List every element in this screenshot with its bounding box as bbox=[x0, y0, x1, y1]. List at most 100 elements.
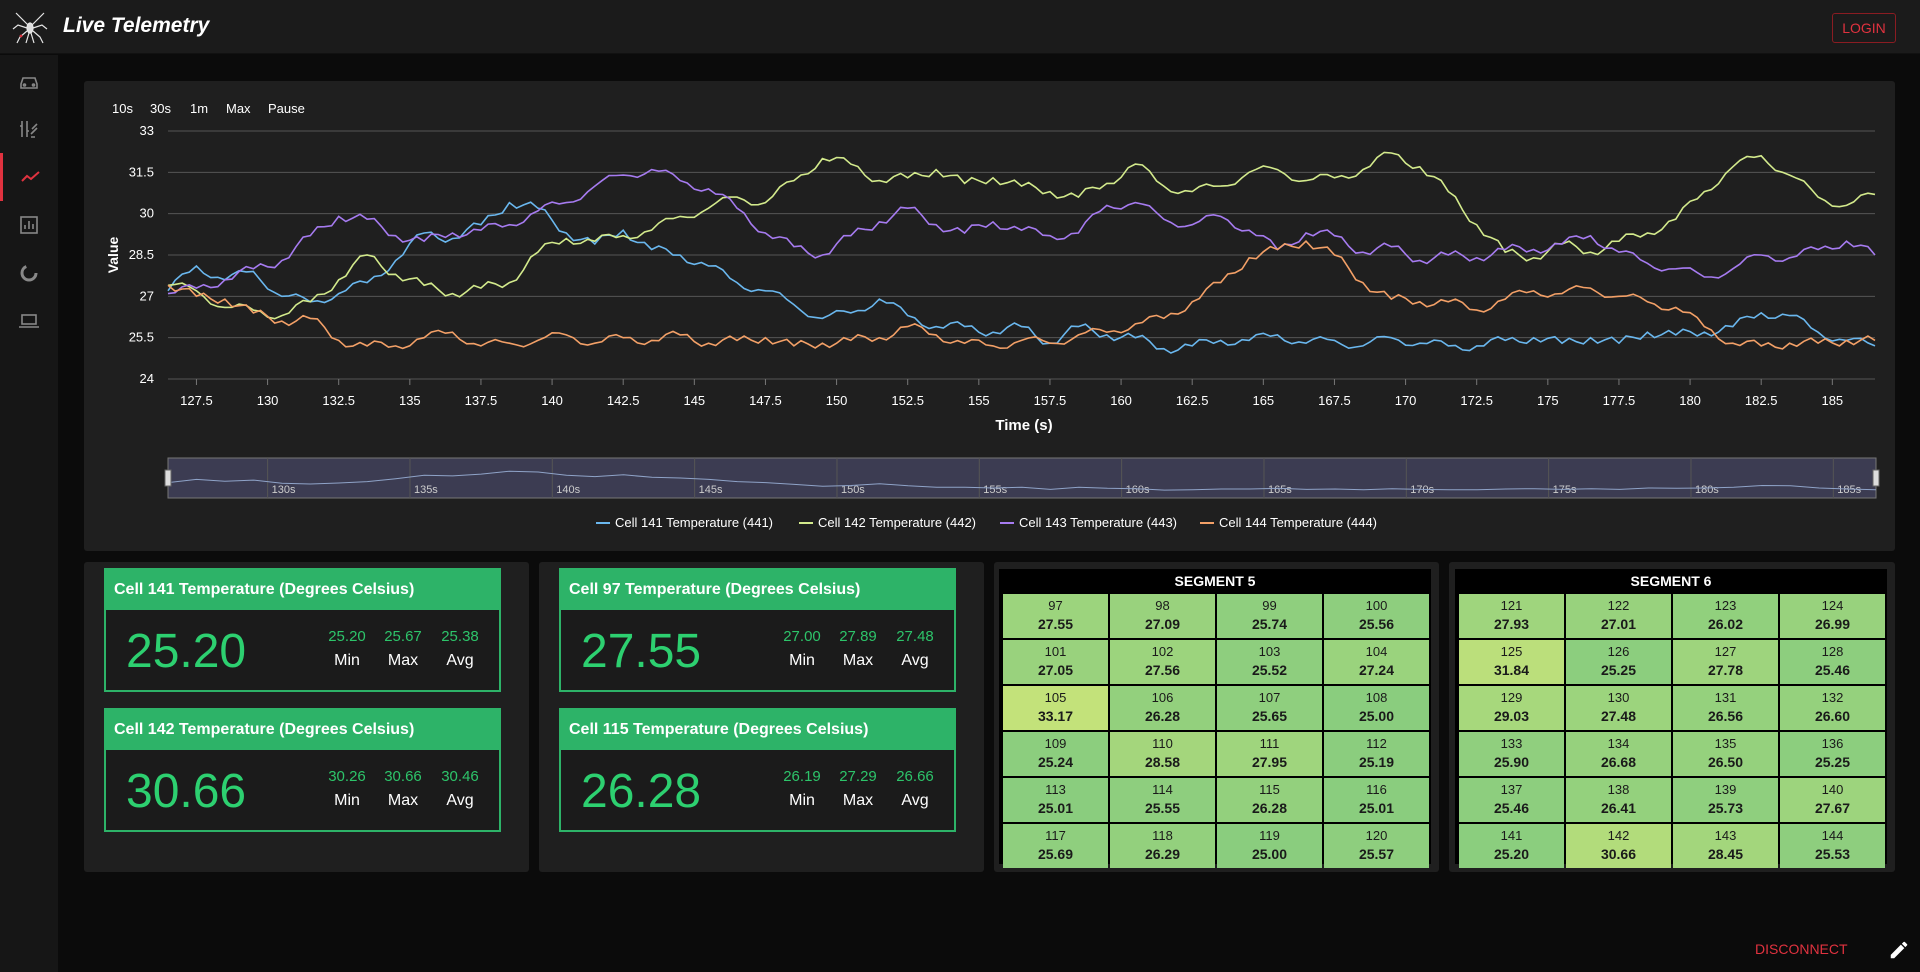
cell-tile[interactable]: 144 25.53 bbox=[1780, 824, 1885, 868]
cell-tile[interactable]: 137 25.46 bbox=[1459, 778, 1564, 822]
cell-tile[interactable]: 121 27.93 bbox=[1459, 594, 1564, 638]
cell-tile[interactable]: 100 25.56 bbox=[1324, 594, 1429, 638]
cell-tile[interactable]: 116 25.01 bbox=[1324, 778, 1429, 822]
cell-tile[interactable]: 119 25.00 bbox=[1217, 824, 1322, 868]
laptop-icon bbox=[19, 314, 39, 328]
cell-tile[interactable]: 130 27.48 bbox=[1566, 686, 1671, 730]
nav-status[interactable] bbox=[0, 249, 58, 297]
cell-id: 130 bbox=[1607, 690, 1630, 705]
nav-reports[interactable] bbox=[0, 201, 58, 249]
cell-id: 144 bbox=[1821, 828, 1844, 843]
cell-tile[interactable]: 115 26.28 bbox=[1217, 778, 1322, 822]
legend-label: Cell 144 Temperature (444) bbox=[1219, 515, 1378, 530]
cell-id: 108 bbox=[1365, 690, 1388, 705]
current-value: 30.66 bbox=[126, 765, 247, 818]
cell-tile[interactable]: 112 25.19 bbox=[1324, 732, 1429, 776]
x-tick-label: 157.5 bbox=[1034, 393, 1067, 408]
avg-value: 27.48 bbox=[896, 628, 934, 645]
cell-tile[interactable]: 118 26.29 bbox=[1110, 824, 1215, 868]
min-label: Min bbox=[789, 792, 815, 809]
cell-tile[interactable]: 111 27.95 bbox=[1217, 732, 1322, 776]
x-axis-title: Time (s) bbox=[995, 417, 1052, 434]
cell-tile[interactable]: 140 27.67 bbox=[1780, 778, 1885, 822]
cell-tile[interactable]: 131 26.56 bbox=[1673, 686, 1778, 730]
cell-temperature: 26.50 bbox=[1707, 754, 1744, 770]
nav-telemetry[interactable] bbox=[0, 153, 58, 201]
cell-tile[interactable]: 143 28.45 bbox=[1673, 824, 1778, 868]
cell-tile[interactable]: 133 25.90 bbox=[1459, 732, 1564, 776]
cell-tile[interactable]: 102 27.56 bbox=[1110, 640, 1215, 684]
navigator-tick-label: 155s bbox=[983, 484, 1007, 496]
cell-tile[interactable]: 123 26.02 bbox=[1673, 594, 1778, 638]
cell-tile[interactable]: 141 25.20 bbox=[1459, 824, 1564, 868]
range-30s-button[interactable]: 30s bbox=[150, 101, 171, 116]
cell-id: 98 bbox=[1155, 598, 1170, 613]
x-tick-label: 165 bbox=[1252, 393, 1274, 408]
pause-button[interactable]: Pause bbox=[268, 101, 305, 116]
cell-tile[interactable]: 125 31.84 bbox=[1459, 640, 1564, 684]
x-tick-label: 185 bbox=[1821, 393, 1843, 408]
cell-tile[interactable]: 99 25.74 bbox=[1217, 594, 1322, 638]
min-stat: 25.20 Min bbox=[318, 628, 376, 670]
cell-tile[interactable]: 117 25.69 bbox=[1003, 824, 1108, 868]
cell-tile[interactable]: 110 28.58 bbox=[1110, 732, 1215, 776]
cell-tile[interactable]: 103 25.52 bbox=[1217, 640, 1322, 684]
cell-tile[interactable]: 114 25.55 bbox=[1110, 778, 1215, 822]
cell-tile[interactable]: 108 25.00 bbox=[1324, 686, 1429, 730]
cell-tile[interactable]: 104 27.24 bbox=[1324, 640, 1429, 684]
series-line-3 bbox=[167, 168, 1876, 295]
cell-tile[interactable]: 142 30.66 bbox=[1566, 824, 1671, 868]
disconnect-button[interactable]: DISCONNECT bbox=[1755, 941, 1848, 957]
cell-tile[interactable]: 106 26.28 bbox=[1110, 686, 1215, 730]
cell-tile[interactable]: 98 27.09 bbox=[1110, 594, 1215, 638]
navigator-tick-label: 140s bbox=[556, 484, 580, 496]
pencil-icon[interactable] bbox=[1888, 939, 1910, 961]
login-button[interactable]: LOGIN bbox=[1832, 13, 1896, 43]
cell-tile[interactable]: 138 26.41 bbox=[1566, 778, 1671, 822]
avg-value: 30.46 bbox=[441, 768, 479, 785]
legend-item[interactable]: Cell 141 Temperature (441) bbox=[596, 515, 773, 530]
stat-card: Cell 115 Temperature (Degrees Celsius) 26… bbox=[559, 708, 956, 832]
nav-vehicle[interactable] bbox=[0, 57, 58, 105]
cell-tile[interactable]: 135 26.50 bbox=[1673, 732, 1778, 776]
cell-tile[interactable]: 105 33.17 bbox=[1003, 686, 1108, 730]
cell-tile[interactable]: 128 25.46 bbox=[1780, 640, 1885, 684]
cell-tile[interactable]: 129 29.03 bbox=[1459, 686, 1564, 730]
range-1m-button[interactable]: 1m bbox=[190, 101, 209, 116]
cell-tile[interactable]: 113 25.01 bbox=[1003, 778, 1108, 822]
cell-id: 122 bbox=[1607, 598, 1630, 613]
cell-tile[interactable]: 126 25.25 bbox=[1566, 640, 1671, 684]
x-tick-label: 140 bbox=[541, 393, 563, 408]
navigator-tick-label: 175s bbox=[1553, 484, 1577, 496]
cell-tile[interactable]: 120 25.57 bbox=[1324, 824, 1429, 868]
cell-tile[interactable]: 127 27.78 bbox=[1673, 640, 1778, 684]
cell-tile[interactable]: 124 26.99 bbox=[1780, 594, 1885, 638]
range-10s-button[interactable]: 10s bbox=[112, 101, 133, 116]
nav-tuning[interactable] bbox=[0, 105, 58, 153]
legend-item[interactable]: Cell 142 Temperature (442) bbox=[799, 515, 976, 530]
cell-id: 128 bbox=[1821, 644, 1844, 659]
x-tick-label: 170 bbox=[1395, 393, 1417, 408]
cell-tile[interactable]: 107 25.65 bbox=[1217, 686, 1322, 730]
cell-id: 135 bbox=[1714, 736, 1737, 751]
legend-item[interactable]: Cell 144 Temperature (444) bbox=[1200, 515, 1377, 530]
cell-tile[interactable]: 136 25.25 bbox=[1780, 732, 1885, 776]
nav-computer[interactable] bbox=[0, 297, 58, 345]
cell-temperature: 25.65 bbox=[1251, 708, 1288, 724]
max-value: 30.66 bbox=[384, 768, 422, 785]
cell-tile[interactable]: 132 26.60 bbox=[1780, 686, 1885, 730]
legend-item[interactable]: Cell 143 Temperature (443) bbox=[1000, 515, 1177, 530]
cell-tile[interactable]: 122 27.01 bbox=[1566, 594, 1671, 638]
stat-card-title: Cell 142 Temperature (Degrees Celsius) bbox=[106, 710, 499, 750]
cell-tile[interactable]: 97 27.55 bbox=[1003, 594, 1108, 638]
cell-tile[interactable]: 101 27.05 bbox=[1003, 640, 1108, 684]
cell-temperature: 29.03 bbox=[1493, 708, 1530, 724]
range-max-button[interactable]: Max bbox=[226, 101, 251, 116]
cell-id: 120 bbox=[1365, 828, 1388, 843]
cell-tile[interactable]: 139 25.73 bbox=[1673, 778, 1778, 822]
max-label: Max bbox=[387, 652, 419, 669]
legend-label: Cell 141 Temperature (441) bbox=[615, 515, 774, 530]
cell-id: 127 bbox=[1714, 644, 1737, 659]
cell-tile[interactable]: 109 25.24 bbox=[1003, 732, 1108, 776]
cell-tile[interactable]: 134 26.68 bbox=[1566, 732, 1671, 776]
